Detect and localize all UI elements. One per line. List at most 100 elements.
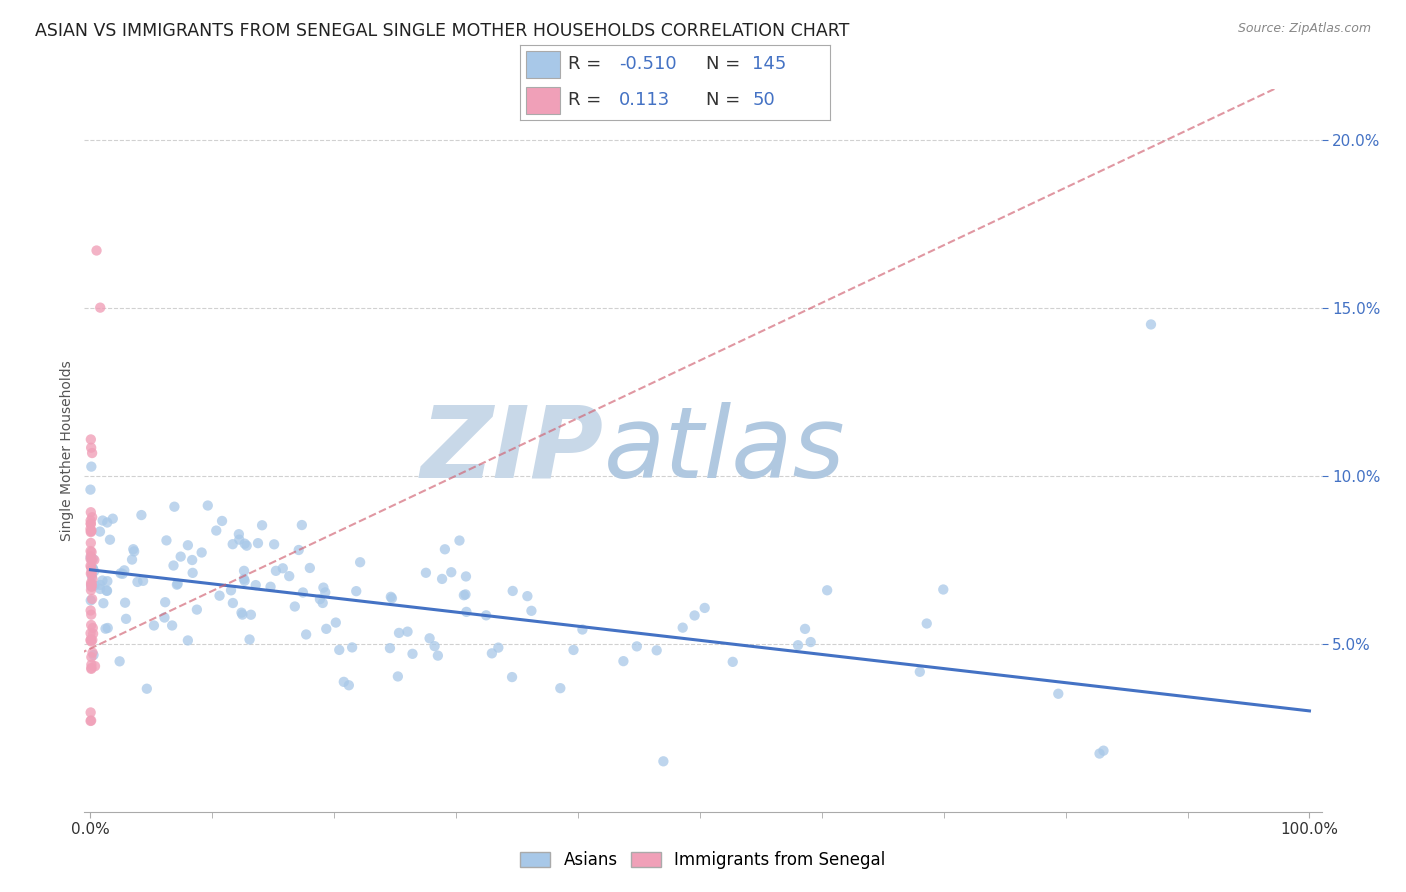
Point <box>80 575 103 590</box>
Point <box>82 572 104 586</box>
Point <box>96 516 118 530</box>
Point <box>381 591 404 606</box>
Point <box>97 621 120 635</box>
Point <box>794 622 817 636</box>
Point <box>177 538 200 552</box>
Point <box>86 244 108 258</box>
Point <box>82 646 104 660</box>
Point <box>344 584 367 599</box>
Point <box>1140 318 1163 332</box>
Point <box>309 592 332 607</box>
Point <box>287 543 309 558</box>
Point <box>235 539 257 553</box>
Point <box>915 616 938 631</box>
Point <box>166 576 188 591</box>
Point <box>652 754 675 768</box>
Point <box>80 433 103 447</box>
Point <box>80 607 103 622</box>
Point <box>80 662 103 676</box>
Point <box>246 536 269 550</box>
Point <box>79 633 101 648</box>
Point <box>264 564 287 578</box>
Point <box>135 681 157 696</box>
Point <box>80 592 103 607</box>
Point <box>208 589 231 603</box>
Point <box>82 510 104 524</box>
Point <box>82 626 104 640</box>
Point <box>626 640 648 654</box>
Point <box>80 579 103 593</box>
Point <box>108 654 131 668</box>
Point <box>79 483 101 497</box>
Point <box>115 612 138 626</box>
Point <box>80 632 103 647</box>
Point <box>378 641 401 656</box>
Point <box>142 618 165 632</box>
Point <box>908 665 931 679</box>
Point <box>415 566 437 580</box>
Text: Source: ZipAtlas.com: Source: ZipAtlas.com <box>1237 22 1371 36</box>
Point <box>80 634 103 648</box>
Point <box>181 553 204 567</box>
Point <box>80 580 103 594</box>
Point <box>162 558 184 573</box>
Point <box>96 583 118 598</box>
Point <box>153 610 176 624</box>
Point <box>787 638 810 652</box>
Point <box>205 524 228 538</box>
Point <box>228 527 250 541</box>
Point <box>271 561 294 575</box>
Point <box>84 659 107 673</box>
Point <box>80 618 103 632</box>
Text: -0.510: -0.510 <box>619 55 676 73</box>
Point <box>456 605 478 619</box>
Text: ASIAN VS IMMIGRANTS FROM SENEGAL SINGLE MOTHER HOUSEHOLDS CORRELATION CHART: ASIAN VS IMMIGRANTS FROM SENEGAL SINGLE … <box>35 22 849 40</box>
Point <box>501 670 523 684</box>
Point <box>278 569 301 583</box>
Point <box>79 544 101 558</box>
Point <box>800 635 823 649</box>
Point <box>232 572 254 586</box>
Point <box>291 585 314 599</box>
Point <box>83 564 105 578</box>
Point <box>440 566 463 580</box>
Point <box>153 595 176 609</box>
Point <box>80 525 103 540</box>
Point <box>426 648 449 663</box>
Point <box>82 621 104 635</box>
Text: N =: N = <box>706 91 740 110</box>
Point <box>122 544 145 558</box>
Point <box>228 533 250 547</box>
Point <box>693 601 716 615</box>
Point <box>239 607 262 622</box>
Point <box>79 522 101 536</box>
Point <box>454 569 477 583</box>
Point <box>82 562 104 576</box>
Point <box>111 566 134 581</box>
Point <box>502 584 524 599</box>
Point <box>80 582 103 597</box>
Point <box>190 545 212 559</box>
Point <box>89 582 111 596</box>
Point <box>80 524 103 538</box>
Point <box>315 622 337 636</box>
Point <box>250 518 273 533</box>
Point <box>222 596 245 610</box>
Point <box>82 561 104 575</box>
Point <box>79 550 101 565</box>
Point <box>80 549 103 563</box>
Point <box>219 583 242 598</box>
Point <box>79 558 101 573</box>
Point <box>80 566 103 581</box>
Point <box>79 714 101 728</box>
Text: R =: R = <box>568 91 602 110</box>
Point <box>520 604 543 618</box>
Point <box>312 581 335 595</box>
Point <box>396 624 419 639</box>
Point <box>328 643 350 657</box>
Point <box>314 585 336 599</box>
Point <box>89 524 111 539</box>
Point <box>79 514 101 528</box>
Point <box>197 499 219 513</box>
Point <box>80 545 103 559</box>
